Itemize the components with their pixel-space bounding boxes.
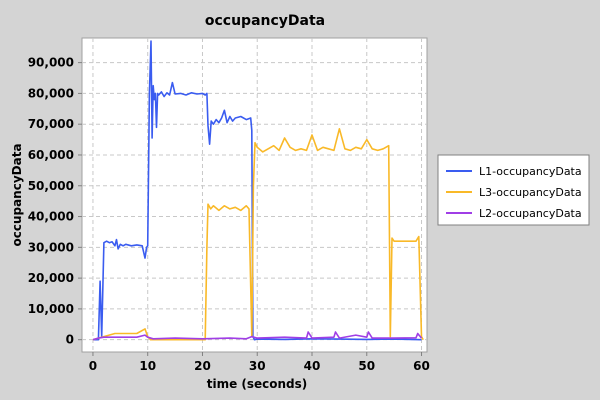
y-tick-label: 0 (66, 333, 74, 347)
y-tick-label: 20,000 (28, 271, 74, 285)
legend-label: L2-occupancyData (479, 207, 582, 220)
plot-area (81, 37, 428, 353)
x-tick-label: 20 (194, 359, 211, 373)
y-tick-label: 50,000 (28, 179, 74, 193)
series-line-2 (92, 128, 424, 341)
legend-label: L1-occupancyData (479, 165, 582, 178)
y-tick-label: 30,000 (28, 240, 74, 254)
x-tick-label: 40 (304, 359, 321, 373)
series-line-1 (93, 40, 422, 341)
y-tick-label: 80,000 (28, 86, 74, 100)
x-axis-label: time (seconds) (207, 377, 308, 391)
y-tick-label: 40,000 (28, 210, 74, 224)
y-tick-label: 90,000 (28, 56, 74, 70)
y-tick-label: 60,000 (28, 148, 74, 162)
x-tick-label: 10 (139, 359, 156, 373)
chart-title: occupancyData (205, 13, 325, 29)
legend-label: L3-occupancyData (479, 186, 582, 199)
x-tick-label: 30 (249, 359, 266, 373)
series-line-3 (92, 331, 423, 341)
y-tick-label: 10,000 (28, 302, 74, 316)
y-axis-label: occupancyData (10, 143, 24, 246)
y-tick-label: 70,000 (28, 117, 74, 131)
x-tick-label: 60 (413, 359, 430, 373)
legend: L1-occupancyData L3-occupancyData L2-occup… (437, 154, 590, 226)
x-tick-label: 50 (358, 359, 375, 373)
grid (82, 38, 427, 352)
axes: 0 10 20 30 40 50 60 0 10,000 20,000 30,000 40,000 50… (28, 56, 430, 373)
series-layer (92, 40, 424, 341)
x-tick-label: 0 (89, 359, 97, 373)
